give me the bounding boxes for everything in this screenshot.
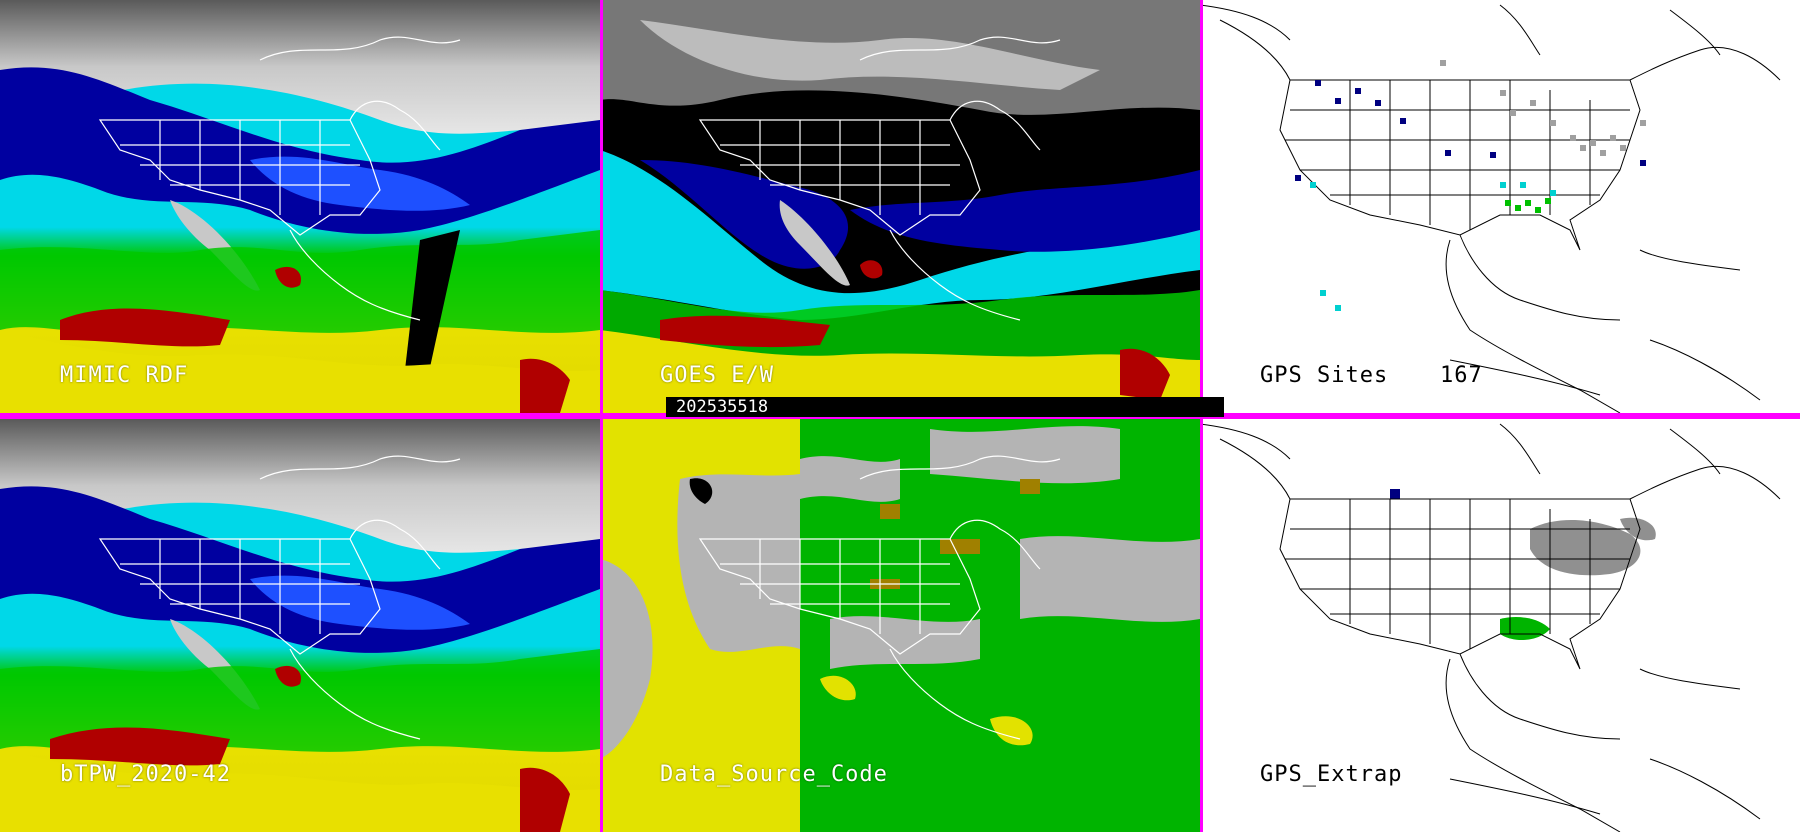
gps-site-marker [1590,140,1596,146]
btpw-panel: bTPW_2020-42 [0,419,600,832]
mimic-rdf-panel: MIMIC RDF [0,0,600,413]
gps-site-marker [1640,120,1646,126]
gps-site-marker [1620,145,1626,151]
mimic-rdf-label: MIMIC RDF [60,363,189,388]
gps-site-marker [1545,198,1551,204]
gps-extrap-panel: GPS_Extrap [1200,419,1800,832]
gps-site-marker [1500,90,1506,96]
data-source-code-map [600,419,1200,832]
gps-site-marker [1610,135,1616,141]
timestamp-text: 202535518 [676,397,769,417]
gps-site-marker [1535,207,1541,213]
gps-site-marker [1550,120,1556,126]
gps-extrap-map [1200,419,1800,832]
gps-site-marker [1375,100,1381,106]
gps-site-marker [1530,100,1536,106]
gps-site-marker [1510,110,1516,116]
gps-site-marker [1580,145,1586,151]
gps-site-marker [1550,190,1556,196]
gps-site-marker [1295,175,1301,181]
gps-sites-map [1200,0,1800,413]
goes-label: GOES E/W [660,363,774,388]
gps-site-marker [1440,60,1446,66]
goes-panel: GOES E/W [600,0,1200,413]
gps-site-marker [1320,290,1326,296]
gps-sites-count: 167 [1440,363,1483,388]
gps-site-markers [1295,60,1646,311]
gps-site-marker [1600,150,1606,156]
gps-sites-label: GPS Sites [1260,363,1389,388]
btpw-map [0,419,600,832]
vertical-divider-left [600,0,603,832]
gps-site-marker [1310,182,1316,188]
gps-sites-panel: GPS Sites 167 [1200,0,1800,413]
btpw-label: bTPW_2020-42 [60,762,231,787]
gps-site-marker [1570,135,1576,141]
gps-site-marker [1515,205,1521,211]
data-source-code-panel: Data_Source_Code [600,419,1200,832]
gps-site-marker [1525,200,1531,206]
data-source-code-label: Data_Source_Code [660,762,888,787]
gps-site-marker [1335,98,1341,104]
gps-site-marker [1355,88,1361,94]
gps-site-marker [1505,200,1511,206]
gps-site-marker [1490,152,1496,158]
goes-map [600,0,1200,413]
gps-site-marker [1335,305,1341,311]
gps-site-marker [1520,182,1526,188]
gps-site-marker [1500,182,1506,188]
mimic-rdf-map [0,0,600,413]
gps-site-marker [1640,160,1646,166]
gps-site-marker [1315,80,1321,86]
gps-extrap-label: GPS_Extrap [1260,762,1403,787]
timestamp-bar: 202535518 [666,397,1224,417]
gps-site-marker [1445,150,1451,156]
gps-site-marker [1400,118,1406,124]
